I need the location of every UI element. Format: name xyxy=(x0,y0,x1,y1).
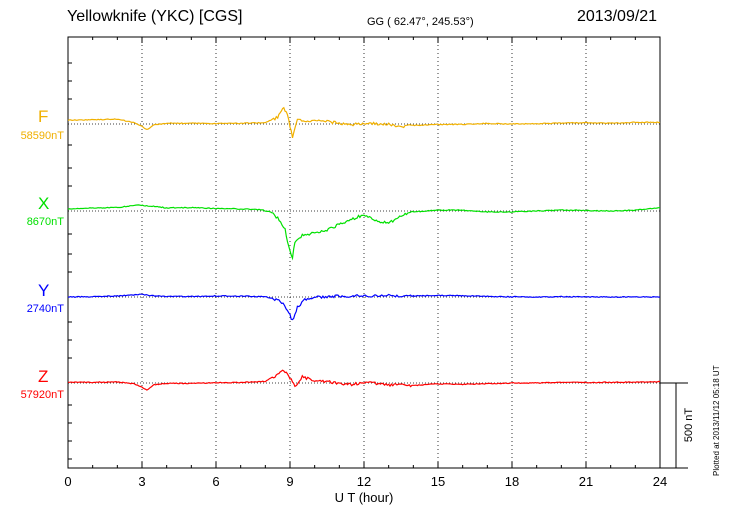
x-tick-label: 18 xyxy=(505,474,519,489)
baseline-label-x: 8670nT xyxy=(26,216,64,228)
x-axis-label: U T (hour) xyxy=(335,490,394,505)
scale-bar-label: 500 nT xyxy=(683,408,695,443)
baseline-label-f: 58590nT xyxy=(20,130,64,142)
series-lines xyxy=(67,106,661,391)
series-name-f: F xyxy=(38,107,49,126)
x-tick-label: 12 xyxy=(357,474,371,489)
series-name-x: X xyxy=(38,194,50,213)
series-name-y: Y xyxy=(38,281,50,300)
x-tick-label: 3 xyxy=(138,474,145,489)
date-label: 2013/09/21 xyxy=(577,8,658,25)
station-title: Yellowknife (YKC) [CGS] xyxy=(67,8,243,25)
x-ticks: 0 3 6 9 12 15 18 21 24 xyxy=(64,37,667,489)
series-line-f xyxy=(67,106,661,139)
baseline-label-y: 2740nT xyxy=(26,303,64,315)
x-tick-label: 21 xyxy=(579,474,593,489)
grid-lines xyxy=(141,37,587,468)
x-tick-label: 15 xyxy=(431,474,445,489)
x-tick-label: 0 xyxy=(64,474,71,489)
series-line-y xyxy=(67,293,661,321)
series-line-x xyxy=(67,204,661,261)
x-tick-label: 24 xyxy=(653,474,667,489)
series-line-z xyxy=(68,369,661,391)
plotted-timestamp: Plotted at 2013/11/12 05:18 UT xyxy=(712,365,721,476)
x-tick-label: 6 xyxy=(212,474,219,489)
x-tick-label: 9 xyxy=(286,474,293,489)
series-name-z: Z xyxy=(38,367,49,386)
scale-bar: 500 nT xyxy=(660,382,695,469)
geographic-coordinates: GG ( 62.47°, 245.53°) xyxy=(367,16,474,28)
baseline-label-z: 57920nT xyxy=(20,389,64,401)
